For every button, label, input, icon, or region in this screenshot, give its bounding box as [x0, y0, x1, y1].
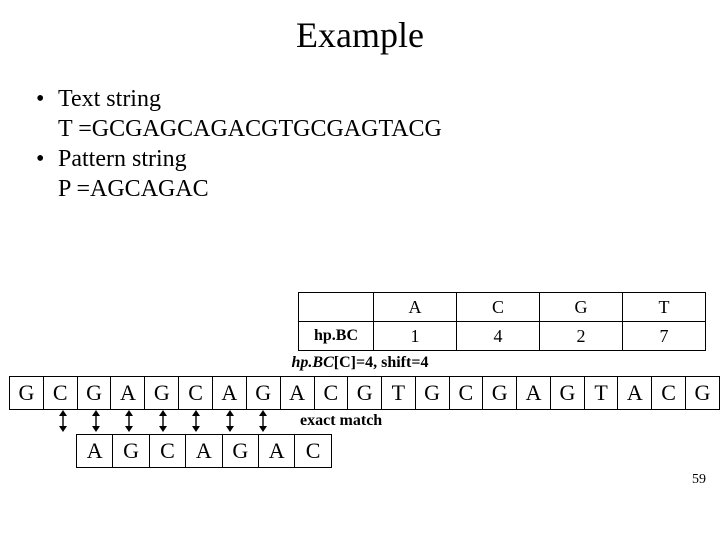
- text-cell: G: [550, 377, 584, 410]
- text-cell: C: [314, 377, 348, 410]
- double-arrow-icon: [113, 410, 146, 432]
- bullet-1-text: Text string: [58, 84, 161, 114]
- bullet-2-text: Pattern string: [58, 144, 187, 174]
- text-cell: G: [246, 377, 280, 410]
- text-cell: C: [449, 377, 483, 410]
- pattern-cell: C: [149, 435, 185, 468]
- pattern-string-row: AGCAGAC: [77, 435, 332, 468]
- hpbc-header-row: A C G T: [299, 293, 706, 322]
- text-cell: G: [685, 377, 719, 410]
- hpbc-val-T: 7: [623, 322, 706, 351]
- text-cell: G: [415, 377, 449, 410]
- var-T: T: [58, 116, 72, 142]
- page-number: 59: [692, 472, 706, 488]
- hpbc-col-C: C: [457, 293, 540, 322]
- text-cell: A: [517, 377, 551, 410]
- text-cell: A: [280, 377, 314, 410]
- text-cell: G: [483, 377, 517, 410]
- pattern-string-table: AGCAGAC: [76, 434, 332, 468]
- bullet-1-value: T =GCGAGCAGACGTGCGAGTACG: [58, 114, 720, 144]
- hpbc-col-G: G: [540, 293, 623, 322]
- shift-caption: hp.BC[C]=4, shift=4: [0, 354, 720, 372]
- text-cell: T: [382, 377, 416, 410]
- bullet-1: • Text string: [36, 84, 720, 114]
- text-cell: A: [212, 377, 246, 410]
- bullet-list: • Text string T =GCGAGCAGACGTGCGAGTACG •…: [36, 84, 720, 204]
- bullet-2-value: P =AGCAGAC: [58, 174, 720, 204]
- exact-match-caption: exact match: [300, 412, 382, 430]
- text-cell: G: [145, 377, 179, 410]
- match-arrows: [46, 410, 286, 432]
- pattern-cell: A: [258, 435, 294, 468]
- hpbc-value-row: hp.BC 1 4 2 7: [299, 322, 706, 351]
- hpbc-val-C: 4: [457, 322, 540, 351]
- text-cell: G: [348, 377, 382, 410]
- pattern-cell: A: [77, 435, 113, 468]
- var-P: P: [58, 176, 70, 202]
- double-arrow-icon: [180, 410, 213, 432]
- double-arrow-icon: [146, 410, 179, 432]
- hpbc-val-A: 1: [374, 322, 457, 351]
- pattern-cell: A: [186, 435, 222, 468]
- hpbc-row-label: hp.BC: [299, 322, 374, 351]
- slide-title: Example: [0, 14, 720, 56]
- text-cell: A: [618, 377, 652, 410]
- pattern-cell: G: [113, 435, 149, 468]
- hpbc-val-G: 2: [540, 322, 623, 351]
- text-cell: G: [10, 377, 44, 410]
- slide-root: Example • Text string T =GCGAGCAGACGTGCG…: [0, 14, 720, 540]
- text-cell: C: [43, 377, 77, 410]
- pattern-cell: G: [222, 435, 258, 468]
- eq-1: =: [72, 116, 92, 142]
- double-arrow-icon: [46, 410, 79, 432]
- double-arrow-icon: [213, 410, 246, 432]
- text-string-row: GCGAGCAGACGTGCGAGTACG: [10, 377, 720, 410]
- text-string-value: GCGAGCAGACGTGCGAGTACG: [92, 116, 442, 142]
- hpbc-col-A: A: [374, 293, 457, 322]
- hpbc-col-T: T: [623, 293, 706, 322]
- shift-caption-rest: [C]=4, shift=4: [334, 354, 429, 371]
- hpbc-table: A C G T hp.BC 1 4 2 7: [298, 292, 706, 351]
- double-arrow-icon: [79, 410, 112, 432]
- pattern-string-value: AGCAGAC: [90, 176, 209, 202]
- text-cell: A: [111, 377, 145, 410]
- eq-2: =: [70, 176, 90, 202]
- text-string-table: GCGAGCAGACGTGCGAGTACG: [9, 376, 720, 410]
- text-cell: C: [179, 377, 213, 410]
- bullet-dot: •: [36, 144, 58, 174]
- bullet-2: • Pattern string: [36, 144, 720, 174]
- shift-caption-var: hp.BC: [292, 354, 334, 371]
- text-cell: T: [584, 377, 618, 410]
- hpbc-header-empty: [299, 293, 374, 322]
- bullet-dot: •: [36, 84, 58, 114]
- text-cell: G: [77, 377, 111, 410]
- pattern-cell: C: [295, 435, 331, 468]
- text-cell: C: [652, 377, 686, 410]
- double-arrow-icon: [246, 410, 279, 432]
